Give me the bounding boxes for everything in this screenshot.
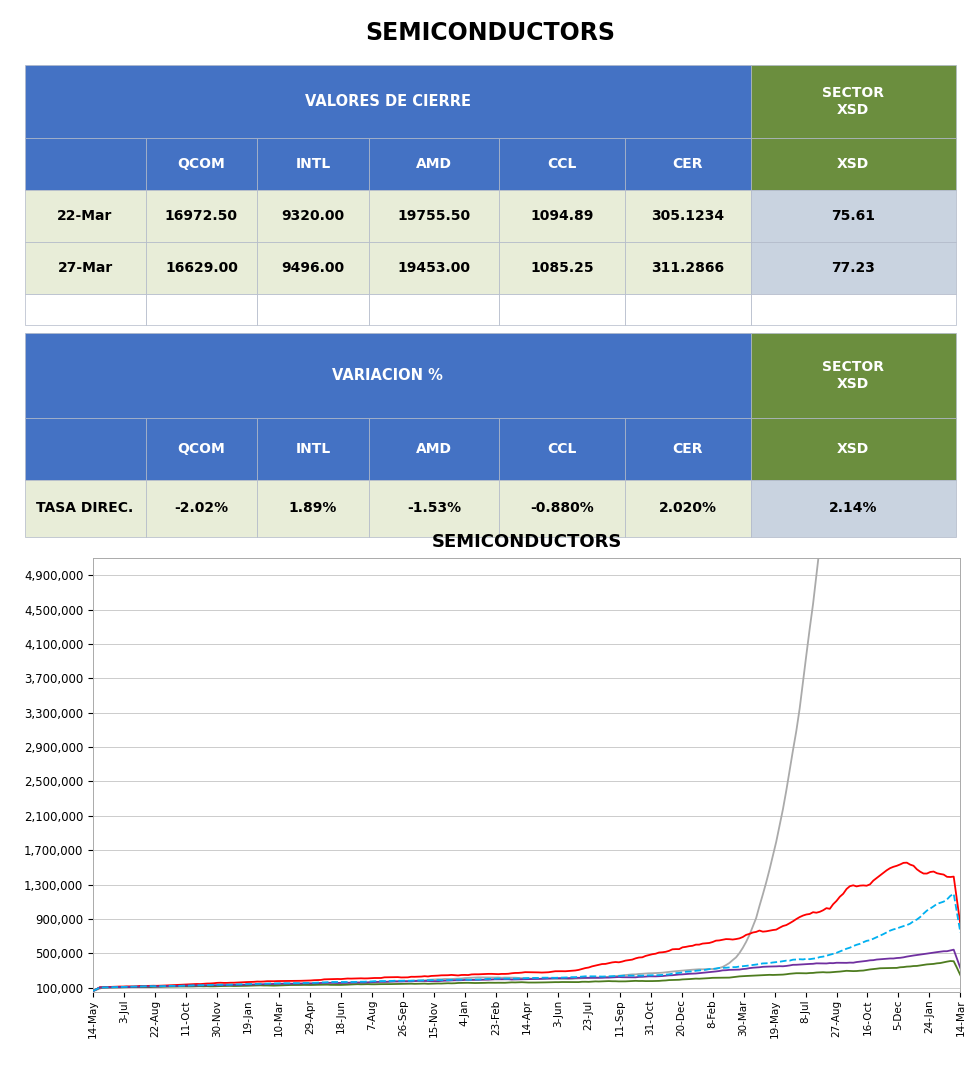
Text: QCOM: QCOM — [177, 442, 225, 456]
Bar — [24, 479, 146, 537]
Title: SEMICONDUCTORS: SEMICONDUCTORS — [431, 533, 622, 551]
Text: 22-Mar: 22-Mar — [57, 209, 113, 223]
Bar — [499, 294, 625, 325]
Bar — [24, 65, 751, 138]
Text: XSD: XSD — [837, 157, 869, 171]
Bar — [499, 190, 625, 242]
Bar — [257, 190, 369, 242]
Text: 2.14%: 2.14% — [829, 501, 877, 515]
Text: TASA DIREC.: TASA DIREC. — [36, 501, 133, 515]
Bar — [625, 418, 751, 479]
Bar — [146, 242, 257, 294]
Bar — [625, 242, 751, 294]
Bar — [257, 242, 369, 294]
Bar — [257, 294, 369, 325]
Text: 1.89%: 1.89% — [289, 501, 337, 515]
Text: QCOM: QCOM — [177, 157, 225, 171]
Bar — [24, 138, 146, 190]
Bar — [368, 294, 499, 325]
Bar — [146, 479, 257, 537]
Text: AMD: AMD — [416, 442, 452, 456]
Text: 19453.00: 19453.00 — [398, 261, 470, 275]
Text: 311.2866: 311.2866 — [652, 261, 724, 275]
Bar — [257, 479, 369, 537]
Bar — [24, 418, 146, 479]
Bar — [625, 294, 751, 325]
Bar — [257, 418, 369, 479]
Bar — [146, 294, 257, 325]
Bar — [146, 138, 257, 190]
Text: SECTOR
XSD: SECTOR XSD — [822, 361, 884, 390]
Bar — [368, 418, 499, 479]
Bar — [24, 242, 146, 294]
Bar — [625, 138, 751, 190]
Bar — [751, 65, 956, 138]
Text: XSD: XSD — [837, 442, 869, 456]
Text: CCL: CCL — [548, 157, 577, 171]
Text: 1085.25: 1085.25 — [530, 261, 594, 275]
Bar — [751, 333, 956, 418]
Text: 19755.50: 19755.50 — [398, 209, 470, 223]
Bar — [499, 242, 625, 294]
Bar — [499, 479, 625, 537]
Text: -2.02%: -2.02% — [174, 501, 228, 515]
Text: 16972.50: 16972.50 — [165, 209, 238, 223]
Bar — [24, 333, 751, 418]
Text: 305.1234: 305.1234 — [652, 209, 724, 223]
Bar — [625, 479, 751, 537]
Text: INTL: INTL — [296, 442, 330, 456]
Text: 1094.89: 1094.89 — [530, 209, 594, 223]
Bar — [24, 190, 146, 242]
Bar — [368, 190, 499, 242]
Text: 27-Mar: 27-Mar — [58, 261, 113, 275]
Text: 9496.00: 9496.00 — [281, 261, 345, 275]
Bar — [499, 418, 625, 479]
Text: 77.23: 77.23 — [831, 261, 875, 275]
Text: SEMICONDUCTORS: SEMICONDUCTORS — [365, 21, 615, 44]
Text: CER: CER — [672, 157, 703, 171]
Text: CER: CER — [672, 442, 703, 456]
Bar — [146, 418, 257, 479]
Bar — [751, 242, 956, 294]
Text: 75.61: 75.61 — [831, 209, 875, 223]
Bar — [257, 138, 369, 190]
Bar — [751, 138, 956, 190]
Text: 16629.00: 16629.00 — [165, 261, 238, 275]
Text: AMD: AMD — [416, 157, 452, 171]
Text: 2.020%: 2.020% — [659, 501, 716, 515]
Text: VARIACION %: VARIACION % — [332, 369, 443, 383]
Bar — [625, 190, 751, 242]
Text: -1.53%: -1.53% — [407, 501, 462, 515]
Bar — [751, 418, 956, 479]
Bar — [368, 242, 499, 294]
Bar — [751, 294, 956, 325]
Bar — [751, 479, 956, 537]
Text: 9320.00: 9320.00 — [281, 209, 345, 223]
Text: -0.880%: -0.880% — [530, 501, 594, 515]
Bar — [24, 294, 146, 325]
Bar — [368, 479, 499, 537]
Bar — [751, 190, 956, 242]
Bar — [368, 138, 499, 190]
Text: VALORES DE CIERRE: VALORES DE CIERRE — [305, 94, 470, 109]
Text: CCL: CCL — [548, 442, 577, 456]
Text: INTL: INTL — [296, 157, 330, 171]
Bar — [499, 138, 625, 190]
Bar — [146, 190, 257, 242]
Text: SECTOR
XSD: SECTOR XSD — [822, 87, 884, 117]
